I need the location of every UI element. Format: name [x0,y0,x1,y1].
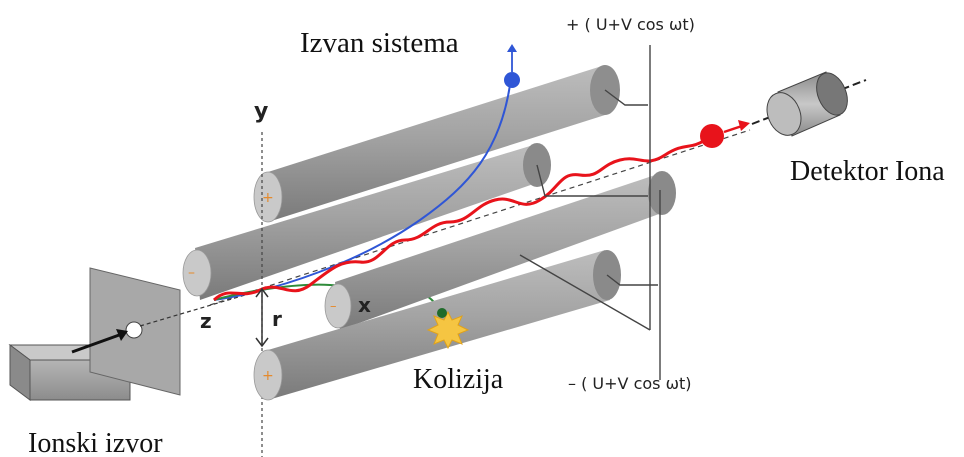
ion-source-label: Ionski izvor [28,428,163,457]
rod-left: – [182,143,551,300]
svg-text:+: + [262,190,274,206]
x-axis-label: x [358,293,371,317]
collision-label: Kolizija [413,364,504,395]
ion-beam-arrow [71,289,263,354]
z-axis-line [209,129,751,306]
wiring [519,45,661,380]
detector-cylinder-icon [751,71,867,137]
voltage-plus-label: + ( U+V cos ωt) [566,15,695,34]
collision-burst-icon [426,308,470,350]
z-axis-label: z [200,309,212,333]
resonant-ion-path [212,138,706,302]
resonant-ion-icon [700,120,750,148]
svg-text:–: – [188,265,195,281]
outside-system-label: Izvan sistema [300,27,459,59]
aperture-plate-icon [89,267,181,396]
voltage-minus-label: – ( U+V cos ωt) [568,374,691,393]
svg-text:–: – [330,299,337,314]
y-axis-label: y [254,99,268,124]
escaping-ion-icon [504,44,520,88]
radius-arrow [255,287,269,348]
rod-right: – [324,171,676,330]
svg-text:+: + [262,368,274,384]
detector-label: Detektor Iona [790,156,945,187]
r-label: r [272,307,282,331]
